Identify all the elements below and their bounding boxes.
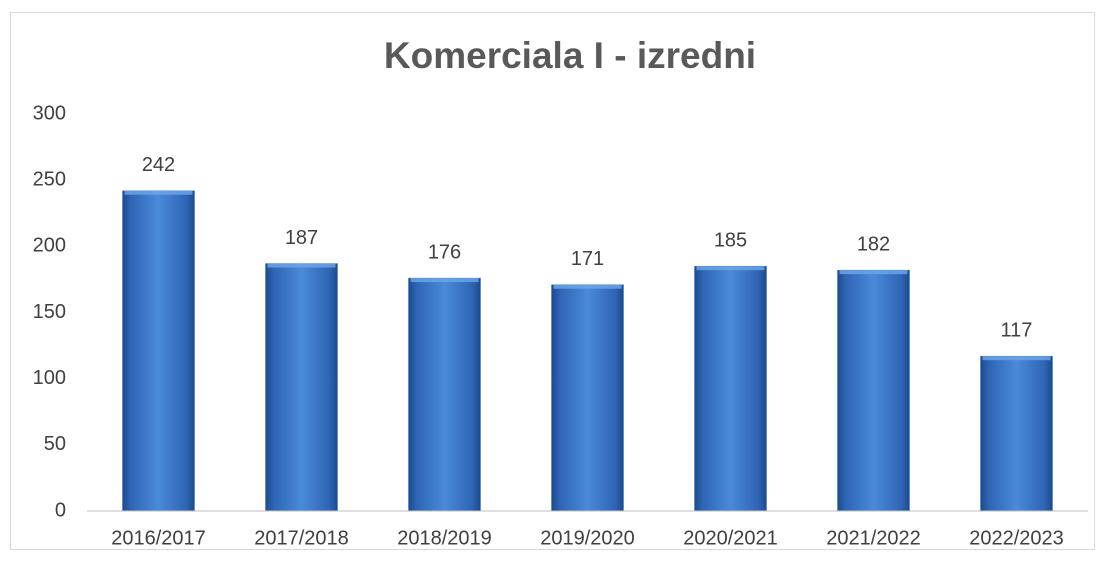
- data-label: 242: [142, 154, 175, 176]
- x-tick-label: 2021/2022: [826, 527, 921, 549]
- y-tick-label: 200: [33, 235, 66, 257]
- bar-bevel: [124, 190, 193, 195]
- data-label: 185: [714, 229, 747, 251]
- bar-bevel: [839, 270, 908, 275]
- x-tick-label: 2018/2019: [397, 527, 492, 549]
- x-tick-label: 2020/2021: [683, 527, 778, 549]
- x-tick-label: 2019/2020: [540, 527, 635, 549]
- bar: [694, 265, 767, 512]
- bar: [122, 190, 195, 512]
- data-label: 117: [1001, 319, 1033, 341]
- y-tick-label: 0: [55, 499, 66, 521]
- chart-title: Komerciala I - izredni: [384, 35, 756, 76]
- x-tick-label: 2016/2017: [111, 527, 206, 549]
- x-tick-label: 2017/2018: [254, 527, 349, 549]
- y-tick-label: 150: [33, 301, 66, 323]
- y-tick-label: 250: [33, 168, 66, 190]
- y-tick-label: 50: [44, 433, 66, 455]
- data-label: 182: [857, 233, 890, 255]
- bar-bevel: [696, 266, 765, 271]
- y-tick-label: 300: [33, 102, 66, 124]
- bar-bevel: [982, 356, 1051, 361]
- bar-bevel: [410, 278, 479, 283]
- bar: [980, 355, 1053, 512]
- bar: [837, 269, 910, 512]
- bar-bevel: [553, 284, 622, 289]
- bar: [265, 263, 338, 512]
- x-tick-label: 2022/2023: [969, 527, 1064, 549]
- data-label: 187: [285, 227, 318, 249]
- data-label: 176: [428, 241, 461, 263]
- y-tick-label: 100: [33, 367, 66, 389]
- bar-bevel: [267, 263, 336, 268]
- data-label: 171: [571, 248, 604, 270]
- bar: [551, 284, 624, 512]
- bar: [408, 277, 481, 512]
